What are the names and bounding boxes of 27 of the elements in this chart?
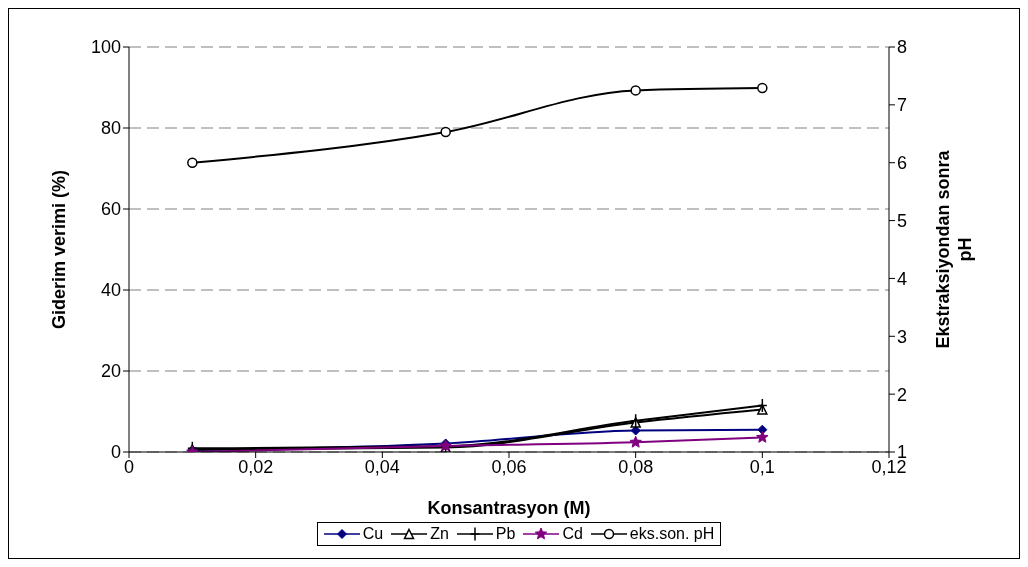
- x-tick-label: 0,06: [491, 456, 527, 477]
- y2-axis-title: Ekstraksiyondan sonra pH: [933, 149, 975, 349]
- legend-label: Cd: [561, 525, 583, 543]
- x-tick-label: 0,08: [618, 456, 654, 477]
- legend-label: eks.son. pH: [628, 525, 715, 543]
- y2-tick-label: 8: [897, 37, 908, 58]
- y-tick-label: 0: [110, 442, 121, 463]
- y-tick-label: 100: [90, 37, 121, 58]
- y2-tick-label: 6: [897, 153, 908, 174]
- y-tick-label: 80: [100, 118, 121, 139]
- y-tick-label: 60: [100, 199, 121, 220]
- y-tick-label: 20: [100, 361, 121, 382]
- x-tick-label: 0: [123, 456, 135, 477]
- y2-tick-label: 4: [897, 268, 908, 289]
- x-axis-title: Konsantrasyon (M): [427, 498, 591, 518]
- y2-tick-label: 2: [897, 384, 908, 405]
- legend-label: Pb: [494, 525, 516, 543]
- legend-label: Zn: [429, 525, 449, 543]
- y2-tick-label: 5: [897, 210, 908, 231]
- y2-tick-label: 3: [897, 326, 908, 347]
- x-tick-label: 0,02: [238, 456, 274, 477]
- legend-label: Cu: [361, 525, 384, 543]
- x-tick-label: 0,04: [364, 456, 400, 477]
- y-tick-label: 40: [100, 280, 121, 301]
- y2-tick-label: 7: [897, 95, 908, 116]
- y-axis-title: Giderim verimi (%): [49, 169, 70, 330]
- x-tick-label: 0,1: [749, 456, 775, 477]
